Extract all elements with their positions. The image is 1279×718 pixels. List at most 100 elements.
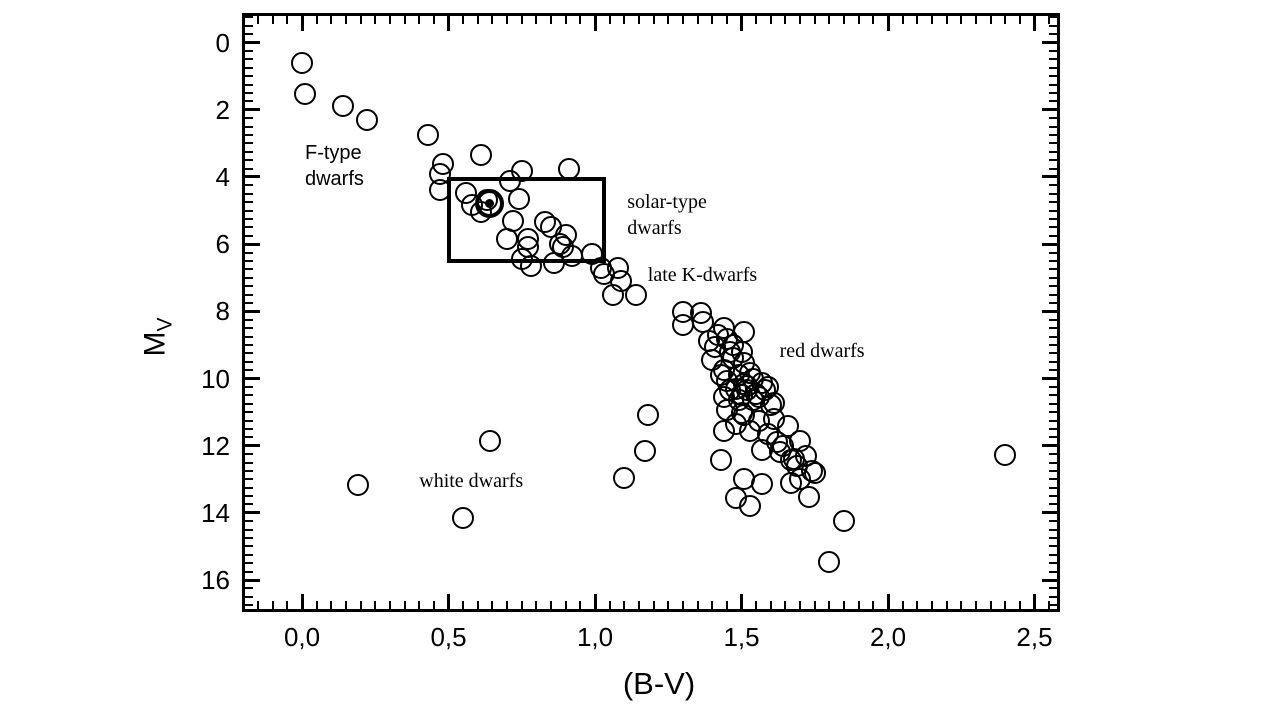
y-minor-tick [1049, 402, 1057, 405]
y-minor-tick [245, 184, 253, 187]
y-major-tick [1042, 108, 1057, 112]
x-tick-label: 0,0 [283, 622, 321, 652]
y-minor-tick [1049, 453, 1057, 456]
star-point [818, 551, 841, 574]
annotation-white-dwarfs: white dwarfs [419, 469, 524, 492]
x-major-tick [1033, 16, 1036, 31]
y-minor-tick [1049, 234, 1057, 237]
star-point [469, 144, 492, 167]
star-point [452, 506, 475, 529]
y-tick-label: 6 [215, 229, 230, 260]
x-minor-tick [623, 16, 626, 24]
x-minor-tick [330, 16, 333, 24]
star-point [519, 254, 542, 277]
y-minor-tick [245, 461, 253, 464]
x-minor-tick [960, 16, 963, 24]
y-minor-tick [245, 427, 253, 430]
star-point [797, 486, 820, 509]
x-tick-label: 2,0 [869, 622, 907, 652]
x-minor-tick [637, 601, 640, 609]
y-minor-tick [1049, 293, 1057, 296]
y-minor-tick [245, 369, 253, 372]
x-minor-tick [506, 601, 509, 609]
x-minor-tick [974, 601, 977, 609]
y-minor-tick [245, 24, 253, 27]
plot-area [242, 13, 1060, 612]
y-minor-tick [1049, 318, 1057, 321]
y-minor-tick [245, 16, 253, 19]
x-minor-tick [491, 601, 494, 609]
star-point [712, 419, 735, 442]
x-minor-tick [652, 16, 655, 24]
y-minor-tick [245, 595, 253, 598]
y-minor-tick [1049, 553, 1057, 556]
y-minor-tick [1049, 394, 1057, 397]
y-minor-tick [245, 33, 253, 36]
x-minor-tick [828, 601, 831, 609]
x-minor-tick [784, 601, 787, 609]
y-minor-tick [1049, 537, 1057, 540]
y-minor-tick [1049, 251, 1057, 254]
x-minor-tick [681, 601, 684, 609]
x-tick-label: 1,5 [723, 622, 760, 652]
y-minor-tick [245, 318, 253, 321]
y-major-tick [245, 511, 260, 515]
y-tick-label: 4 [215, 161, 230, 192]
y-tick-label: 0 [215, 27, 230, 58]
y-minor-tick [1049, 495, 1057, 498]
y-minor-tick [245, 478, 253, 481]
star-point [293, 83, 316, 106]
y-minor-tick [245, 486, 253, 489]
y-minor-tick [1049, 343, 1057, 346]
x-major-tick [740, 16, 744, 31]
y-minor-tick [245, 285, 253, 288]
star-point [613, 466, 636, 489]
y-minor-tick [245, 259, 253, 262]
y-minor-tick [245, 217, 253, 220]
x-minor-tick [315, 601, 318, 609]
star-point [601, 283, 624, 306]
x-minor-tick [608, 601, 611, 609]
y-minor-tick [1049, 100, 1057, 103]
x-minor-tick [374, 601, 377, 609]
annotation-red-dwarfs: red dwarfs [779, 340, 865, 363]
y-minor-tick [245, 394, 253, 397]
y-minor-tick [245, 537, 253, 540]
y-minor-tick [1049, 486, 1057, 489]
y-tick-label: 10 [201, 363, 230, 394]
y-minor-tick [1049, 150, 1057, 153]
y-axis-label-subscript: V [153, 316, 177, 332]
star-point [332, 95, 355, 118]
x-minor-tick [315, 16, 318, 24]
star-point [994, 443, 1017, 466]
y-minor-tick [1049, 58, 1057, 61]
y-minor-tick [245, 159, 253, 162]
x-major-tick [447, 16, 451, 31]
y-minor-tick [1049, 142, 1057, 145]
y-major-tick [1042, 377, 1057, 380]
x-minor-tick [696, 601, 699, 609]
x-minor-tick [711, 601, 714, 609]
y-tick-label: 2 [215, 94, 230, 125]
y-minor-tick [245, 411, 253, 414]
y-minor-tick [1049, 419, 1057, 422]
star-point [346, 473, 369, 496]
y-minor-tick [1049, 369, 1057, 372]
y-major-tick [245, 578, 260, 582]
y-minor-tick [245, 209, 253, 212]
y-minor-tick [1049, 436, 1057, 439]
y-minor-tick [1049, 352, 1057, 355]
y-minor-tick [1049, 49, 1057, 52]
star-point [710, 449, 733, 472]
x-minor-tick [1048, 16, 1051, 24]
y-minor-tick [1049, 159, 1057, 162]
x-minor-tick [989, 601, 992, 609]
x-tick-label: 2,5 [1016, 622, 1053, 652]
star-point [291, 51, 314, 74]
x-minor-tick [755, 16, 758, 24]
x-minor-tick [652, 601, 655, 609]
y-major-tick [245, 242, 260, 246]
y-minor-tick [245, 352, 253, 355]
annotation-solar-type-dwarfs: solar-type dwarfs [627, 190, 707, 239]
x-minor-tick [769, 16, 772, 24]
